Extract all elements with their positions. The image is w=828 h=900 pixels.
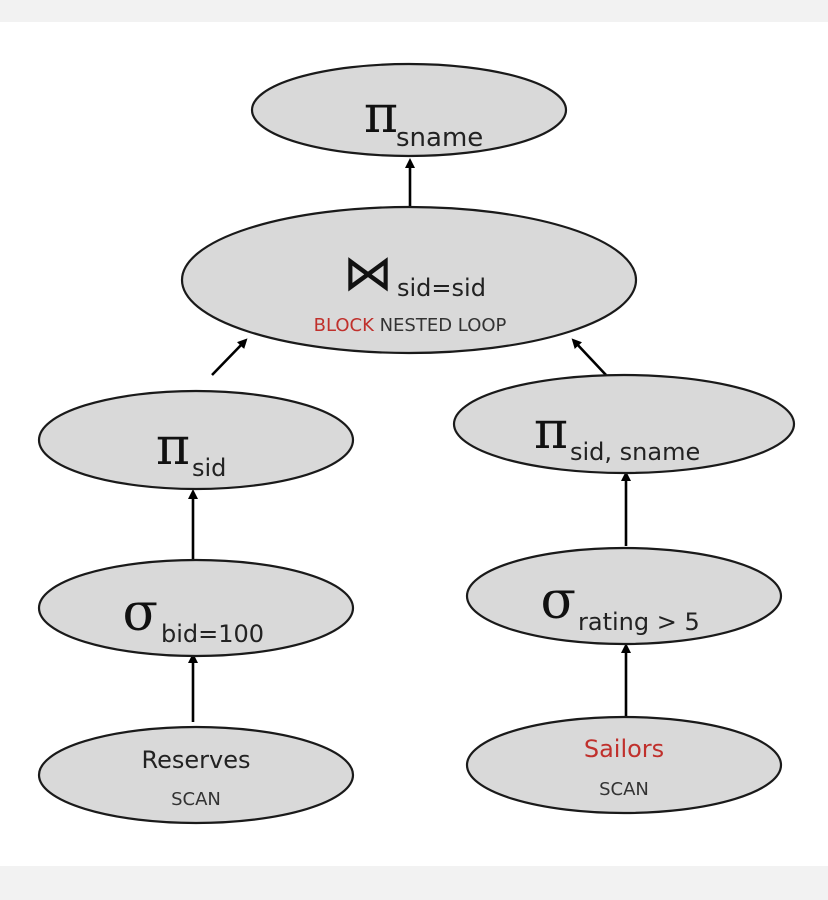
node-project-left: π sid — [37, 389, 355, 491]
join-method-highlight: BLOCK — [314, 315, 375, 336]
project-top-symbol: π — [364, 85, 398, 145]
project-right-symbol: π — [534, 401, 568, 461]
project-left-symbol: π — [156, 417, 190, 477]
node-project-top: π sname — [250, 62, 568, 158]
join-symbol: ⋈ — [343, 244, 393, 302]
node-sailors: Sailors SCAN — [465, 715, 783, 815]
reserves-name: Reserves — [142, 746, 251, 774]
join-method-rest: NESTED LOOP — [374, 315, 507, 336]
node-select-left: σ bid=100 — [37, 558, 355, 658]
node-project-right: π sid, sname — [452, 373, 796, 475]
edges — [188, 158, 631, 722]
project-left-subscript: sid — [192, 454, 226, 482]
select-left-symbol: σ — [123, 583, 159, 643]
join-subscript: sid=sid — [397, 274, 486, 302]
node-join: ⋈ sid=sid BLOCK NESTED LOOP — [180, 205, 638, 355]
edge-project-left-to-join — [211, 338, 248, 376]
reserves-method: SCAN — [171, 789, 221, 810]
node-select-right: σ rating > 5 — [465, 546, 783, 646]
sailors-name: Sailors — [584, 735, 664, 763]
project-right-subscript: sid, sname — [570, 438, 700, 466]
sailors-method: SCAN — [599, 779, 649, 800]
select-left-subscript: bid=100 — [161, 620, 264, 648]
join-method-label: BLOCK NESTED LOOP — [314, 315, 507, 336]
select-right-subscript: rating > 5 — [578, 608, 700, 636]
top-band — [0, 0, 828, 22]
bottom-band — [0, 866, 828, 900]
project-top-subscript: sname — [396, 123, 483, 153]
node-reserves: Reserves SCAN — [37, 725, 355, 825]
edge-project-right-to-join — [571, 338, 607, 376]
select-right-symbol: σ — [541, 571, 577, 631]
